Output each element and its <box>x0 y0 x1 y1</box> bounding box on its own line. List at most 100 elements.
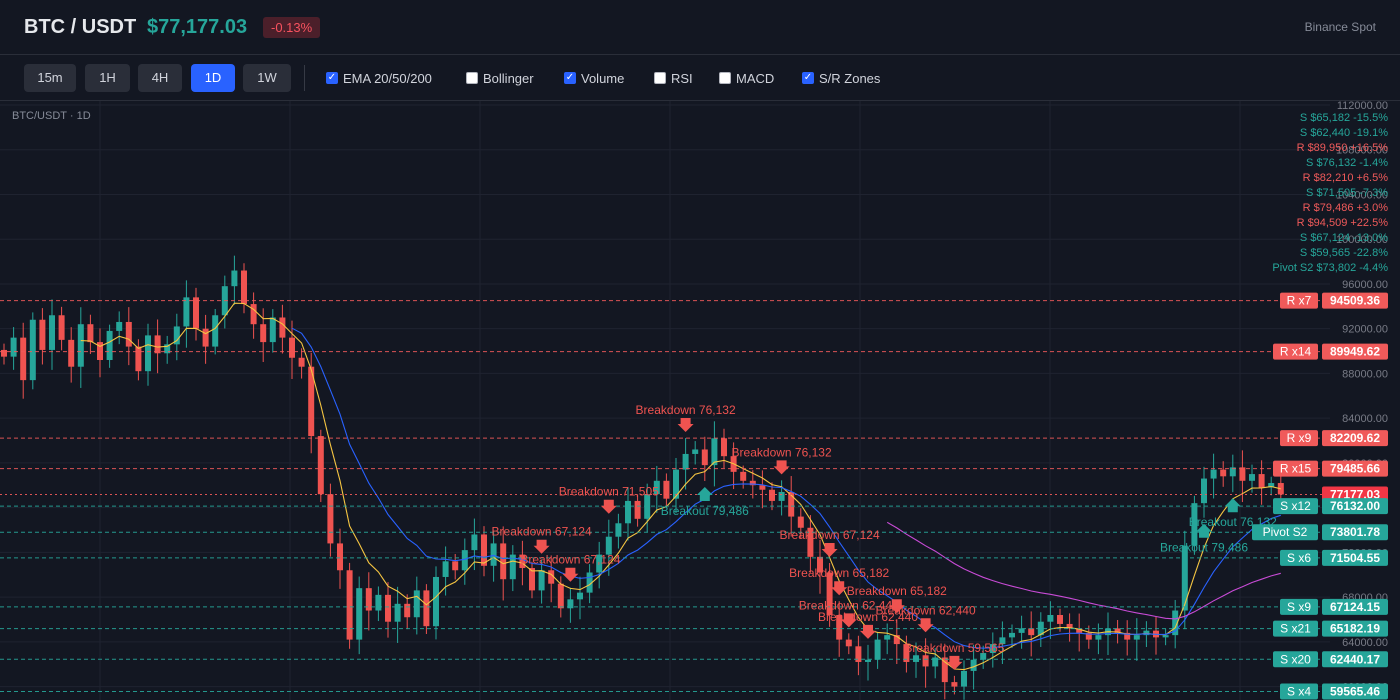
price-axis-label: 89949.62 <box>1330 345 1380 359</box>
candle-body <box>87 324 94 343</box>
candle-body <box>961 670 967 687</box>
candle-body <box>615 523 622 537</box>
breakdown-arrow-icon <box>821 543 838 558</box>
candle-body <box>1057 615 1063 624</box>
y-axis-tick-label: 84000.00 <box>1342 413 1388 425</box>
candle-body <box>913 655 919 662</box>
candle-body <box>596 554 603 573</box>
candle-body <box>97 342 103 360</box>
level-tag-badge <box>1273 651 1318 668</box>
checkbox-icon[interactable]: ✓ <box>564 72 576 84</box>
candle-body <box>711 438 718 466</box>
candle-body <box>183 297 190 327</box>
indicator-ema-toggle[interactable]: ✓ EMA 20/50/200 <box>326 70 432 86</box>
breakdown-arrow-icon <box>600 499 617 514</box>
price-axis-label: 59565.46 <box>1330 684 1380 698</box>
candle-body <box>135 346 142 372</box>
breakdown-label: Breakdown 71,505 <box>559 485 659 499</box>
candle-body <box>807 527 814 557</box>
candle-body <box>692 449 699 454</box>
ema-50-line <box>291 327 1281 649</box>
candle-body <box>1258 474 1265 488</box>
level-tag-badge <box>1273 620 1318 637</box>
candle-body <box>749 480 756 486</box>
candle-body <box>461 550 468 571</box>
candle-body <box>394 603 401 622</box>
candle-body <box>1009 632 1015 638</box>
candle-body <box>29 319 36 381</box>
level-tag-badge <box>1273 460 1318 477</box>
candle-body <box>567 599 574 609</box>
y-axis-tick-label: 112000.00 <box>1337 101 1388 112</box>
sr-zone-label: R $79,486 +3.0% <box>1303 202 1389 214</box>
price-axis-label: 77177.03 <box>1330 487 1380 501</box>
price-axis-label: 82209.62 <box>1330 431 1380 445</box>
breakdown-label: Breakdown 62,440 <box>818 610 918 624</box>
candle-body <box>682 453 689 470</box>
breakdown-label: Breakdown 62,440 <box>876 603 976 617</box>
data-source: Binance Spot <box>1304 20 1376 34</box>
checkbox-icon[interactable]: ✓ <box>802 72 814 84</box>
candle-body <box>999 637 1006 645</box>
candle-body <box>1172 610 1179 636</box>
indicator-bollinger-toggle[interactable]: ✓ Bollinger <box>466 70 534 86</box>
candle-body <box>173 326 180 345</box>
candle-body <box>701 449 708 466</box>
checkbox-icon[interactable]: ✓ <box>719 72 731 84</box>
indicator-volume-label: Volume <box>581 70 625 86</box>
indicator-macd-toggle[interactable]: ✓ MACD <box>719 70 774 86</box>
level-tag-badge <box>1280 292 1318 309</box>
timeframe-1h-button[interactable]: 1H <box>85 64 130 92</box>
candle-body <box>922 655 929 667</box>
candle-body <box>845 639 852 647</box>
chart-legend: BTC/USDT · 1D <box>12 110 91 122</box>
sr-zone-label: S $65,182 -15.5% <box>1300 112 1388 124</box>
sr-zone-label: S $62,440 -19.1% <box>1300 127 1388 139</box>
timeframe-15m-button[interactable]: 15m <box>24 64 76 92</box>
sr-zone-label: S $59,565 -22.8% <box>1300 247 1388 259</box>
breakdown-label: Breakdown 76,132 <box>636 403 736 417</box>
candle-body <box>413 590 420 618</box>
checkbox-icon[interactable]: ✓ <box>466 72 478 84</box>
candle-body <box>39 319 46 350</box>
candle-body <box>365 588 372 611</box>
candle-body <box>145 335 151 372</box>
price-axis-badge <box>1322 598 1388 615</box>
price-axis-label: 67124.15 <box>1330 600 1380 614</box>
candle-body <box>68 339 75 367</box>
candle-body <box>423 590 430 627</box>
candle-body <box>202 328 209 347</box>
timeframe-1d-button[interactable]: 1D <box>191 64 235 92</box>
candle-body <box>893 635 900 645</box>
indicator-rsi-toggle[interactable]: ✓ RSI <box>654 70 693 86</box>
toolbar-divider <box>304 65 305 91</box>
candle-body <box>1047 615 1054 622</box>
candle-body <box>625 500 631 524</box>
candle-body <box>538 570 545 591</box>
candle-body <box>970 659 977 671</box>
level-tag-badge <box>1280 430 1318 447</box>
indicator-sr-zones-toggle[interactable]: ✓ S/R Zones <box>802 70 880 86</box>
timeframe-4h-button[interactable]: 4H <box>138 64 182 92</box>
checkbox-icon[interactable]: ✓ <box>326 72 338 84</box>
candle-body <box>327 494 334 544</box>
candle-body <box>1191 503 1198 546</box>
candle-body <box>385 594 391 622</box>
level-tag-label: S x12 <box>1280 499 1311 513</box>
breakdown-arrow-icon <box>888 599 905 614</box>
candle-body <box>1162 635 1169 638</box>
candle-body <box>509 554 516 580</box>
timeframe-1w-button[interactable]: 1W <box>243 64 291 92</box>
price-chart[interactable]: 112000.00 108000.00 104000.00 100000.00 9600… <box>0 101 1400 700</box>
candle-body <box>1249 474 1255 481</box>
candle-body <box>116 321 123 331</box>
checkbox-icon[interactable]: ✓ <box>654 72 666 84</box>
ema-20-line <box>80 302 1281 671</box>
candle-body <box>836 615 843 640</box>
candle-body <box>250 304 257 325</box>
candle-body <box>634 500 641 519</box>
candle-body <box>932 657 939 667</box>
indicator-volume-toggle[interactable]: ✓ Volume <box>564 70 624 86</box>
candle-body <box>317 436 324 495</box>
candle-body <box>308 366 315 437</box>
